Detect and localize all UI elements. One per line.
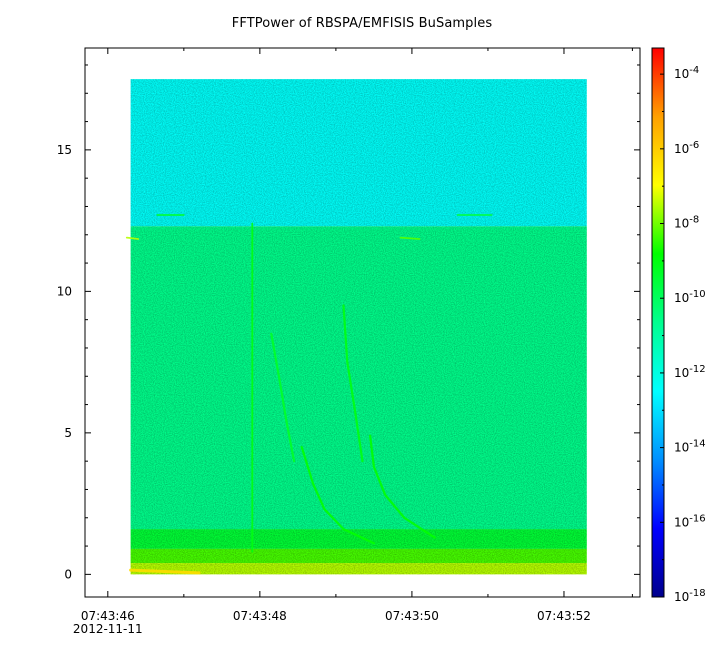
chart-title: FFTPower of RBSPA/EMFISIS BuSamples	[231, 16, 493, 31]
x-tick-label: 07:43:46	[81, 609, 135, 623]
feature-chorus-2	[369, 434, 436, 539]
colorbar-ramp	[651, 47, 665, 598]
colorbar-tick-label: 10-16	[674, 513, 706, 529]
y-tick-label: 10	[57, 284, 72, 298]
colorbar-tick-label: 10-6	[674, 140, 699, 156]
colorbar-tick-label: 10-4	[674, 65, 699, 81]
feature-bottom-red	[129, 568, 201, 575]
x-tick-label: 07:43:50	[385, 609, 439, 623]
x-tick-label: 07:43:52	[537, 609, 591, 623]
feature-line-12b	[399, 236, 421, 240]
colorbar: 10-4 10-6 10-8 10-10 10-12 10-14 10-16 10-18	[651, 47, 706, 604]
power-noise-texture	[130, 79, 587, 575]
colorbar-tick-label: 10-18	[674, 588, 706, 604]
feature-chorus-4	[342, 304, 364, 463]
feature-line-12	[125, 236, 140, 240]
spectrogram-data	[130, 79, 587, 575]
spectrogram-plot	[85, 48, 640, 597]
colorbar-tick-label: 10-8	[674, 215, 699, 231]
colorbar-tick-label: 10-12	[674, 364, 706, 380]
emission-features	[125, 214, 493, 575]
y-tick-label: 15	[57, 143, 72, 157]
axes: 0 5 10 15 07:43:46 07:43:48 07:43:50 07:43:52 20…	[57, 47, 641, 636]
plot-frame	[84, 47, 641, 598]
y-tick-label: 5	[64, 426, 72, 440]
x-date-label: 2012-11-11	[73, 622, 143, 636]
feature-chorus-1	[300, 445, 375, 545]
x-tick-label: 07:43:48	[233, 609, 287, 623]
colorbar-tick-label: 10-10	[674, 289, 706, 305]
y-tick-label: 0	[64, 567, 72, 581]
colorbar-tick-label: 10-14	[674, 439, 706, 455]
feature-chorus-3	[270, 332, 296, 463]
